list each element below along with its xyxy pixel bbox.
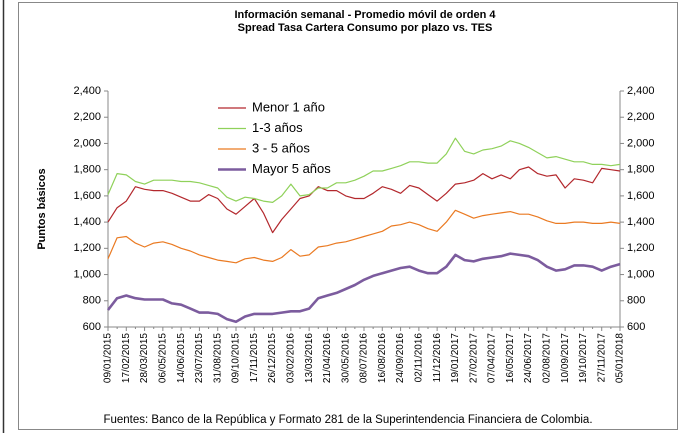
x-tick-label: 24/09/2016 [395, 333, 406, 383]
y-tick-label: 1,400 [73, 216, 101, 228]
x-tick-label: 11/12/2016 [432, 333, 443, 383]
chart-frame [18, 2, 678, 430]
y2-tick-label: 2,200 [627, 111, 655, 123]
y2-tick-label: 800 [627, 295, 645, 307]
x-tick-label: 14/06/2015 [176, 333, 187, 383]
x-tick-label: 05/01/2018 [615, 333, 626, 383]
x-tick-label: 19/10/2017 [578, 333, 589, 383]
y2-tick-label: 600 [627, 321, 645, 333]
x-tick-label: 09/01/2015 [103, 333, 114, 383]
y-tick-label: 800 [83, 295, 101, 307]
y2-tick-label: 1,000 [627, 268, 655, 280]
chart-title: Información semanal - Promedio móvil de … [234, 9, 496, 21]
y-tick-label: 1,800 [73, 164, 101, 176]
x-tick-label: 28/03/2015 [139, 333, 150, 383]
y2-tick-label: 1,800 [627, 164, 655, 176]
x-tick-label: 21/04/2016 [322, 333, 333, 383]
legend-label: Mayor 5 años [252, 161, 331, 176]
x-tick-label: 02/11/2016 [413, 333, 424, 383]
x-tick-label: 13/03/2016 [304, 333, 315, 383]
x-tick-label: 31/08/2015 [212, 333, 223, 383]
legend-label: 3 - 5 años [252, 140, 310, 155]
y-tick-label: 2,400 [73, 85, 101, 97]
x-tick-label: 16/05/2017 [505, 333, 516, 383]
x-tick-label: 06/05/2015 [157, 333, 168, 383]
y2-tick-label: 2,400 [627, 85, 655, 97]
y2-tick-label: 1,200 [627, 242, 655, 254]
y-axis-label: Puntos básicos [36, 168, 48, 249]
x-tick-label: 27/02/2017 [468, 333, 479, 383]
chart-subtitle: Spread Tasa Cartera Consumo por plazo vs… [238, 22, 493, 34]
y2-tick-label: 1,400 [627, 216, 655, 228]
y-tick-label: 600 [83, 321, 101, 333]
y2-tick-label: 1,600 [627, 190, 655, 202]
series-line [107, 209, 621, 264]
series-line [107, 137, 621, 203]
x-tick-label: 24/06/2017 [523, 333, 534, 383]
x-tick-label: 19/01/2017 [450, 333, 461, 383]
legend-label: Menor 1 año [252, 99, 325, 114]
x-tick-label: 30/05/2016 [340, 333, 351, 383]
x-tick-label: 16/08/2016 [377, 333, 388, 383]
y-tick-label: 2,200 [73, 111, 101, 123]
x-tick-label: 10/09/2017 [560, 333, 571, 383]
x-tick-label: 08/07/2016 [359, 333, 370, 383]
x-tick-label: 26/12/2015 [267, 333, 278, 383]
y-tick-label: 1,200 [73, 242, 101, 254]
series-line [107, 166, 621, 234]
legend-label: 1-3 años [252, 120, 303, 135]
x-tick-label: 07/04/2017 [487, 333, 498, 383]
x-tick-label: 17/02/2015 [121, 333, 132, 383]
x-tick-label: 03/02/2016 [285, 333, 296, 383]
x-tick-label: 09/10/2015 [231, 333, 242, 383]
y2-tick-label: 2,000 [627, 137, 655, 149]
y-tick-label: 1,000 [73, 268, 101, 280]
y-tick-label: 1,600 [73, 190, 101, 202]
x-tick-label: 17/11/2015 [249, 333, 260, 383]
x-tick-label: 23/07/2015 [194, 333, 205, 383]
source-note: Fuentes: Banco de la República y Formato… [103, 414, 592, 426]
x-tick-label: 27/11/2017 [596, 333, 607, 383]
series-line [106, 252, 621, 324]
x-tick-label: 02/08/2017 [541, 333, 552, 383]
y-tick-label: 2,000 [73, 137, 101, 149]
